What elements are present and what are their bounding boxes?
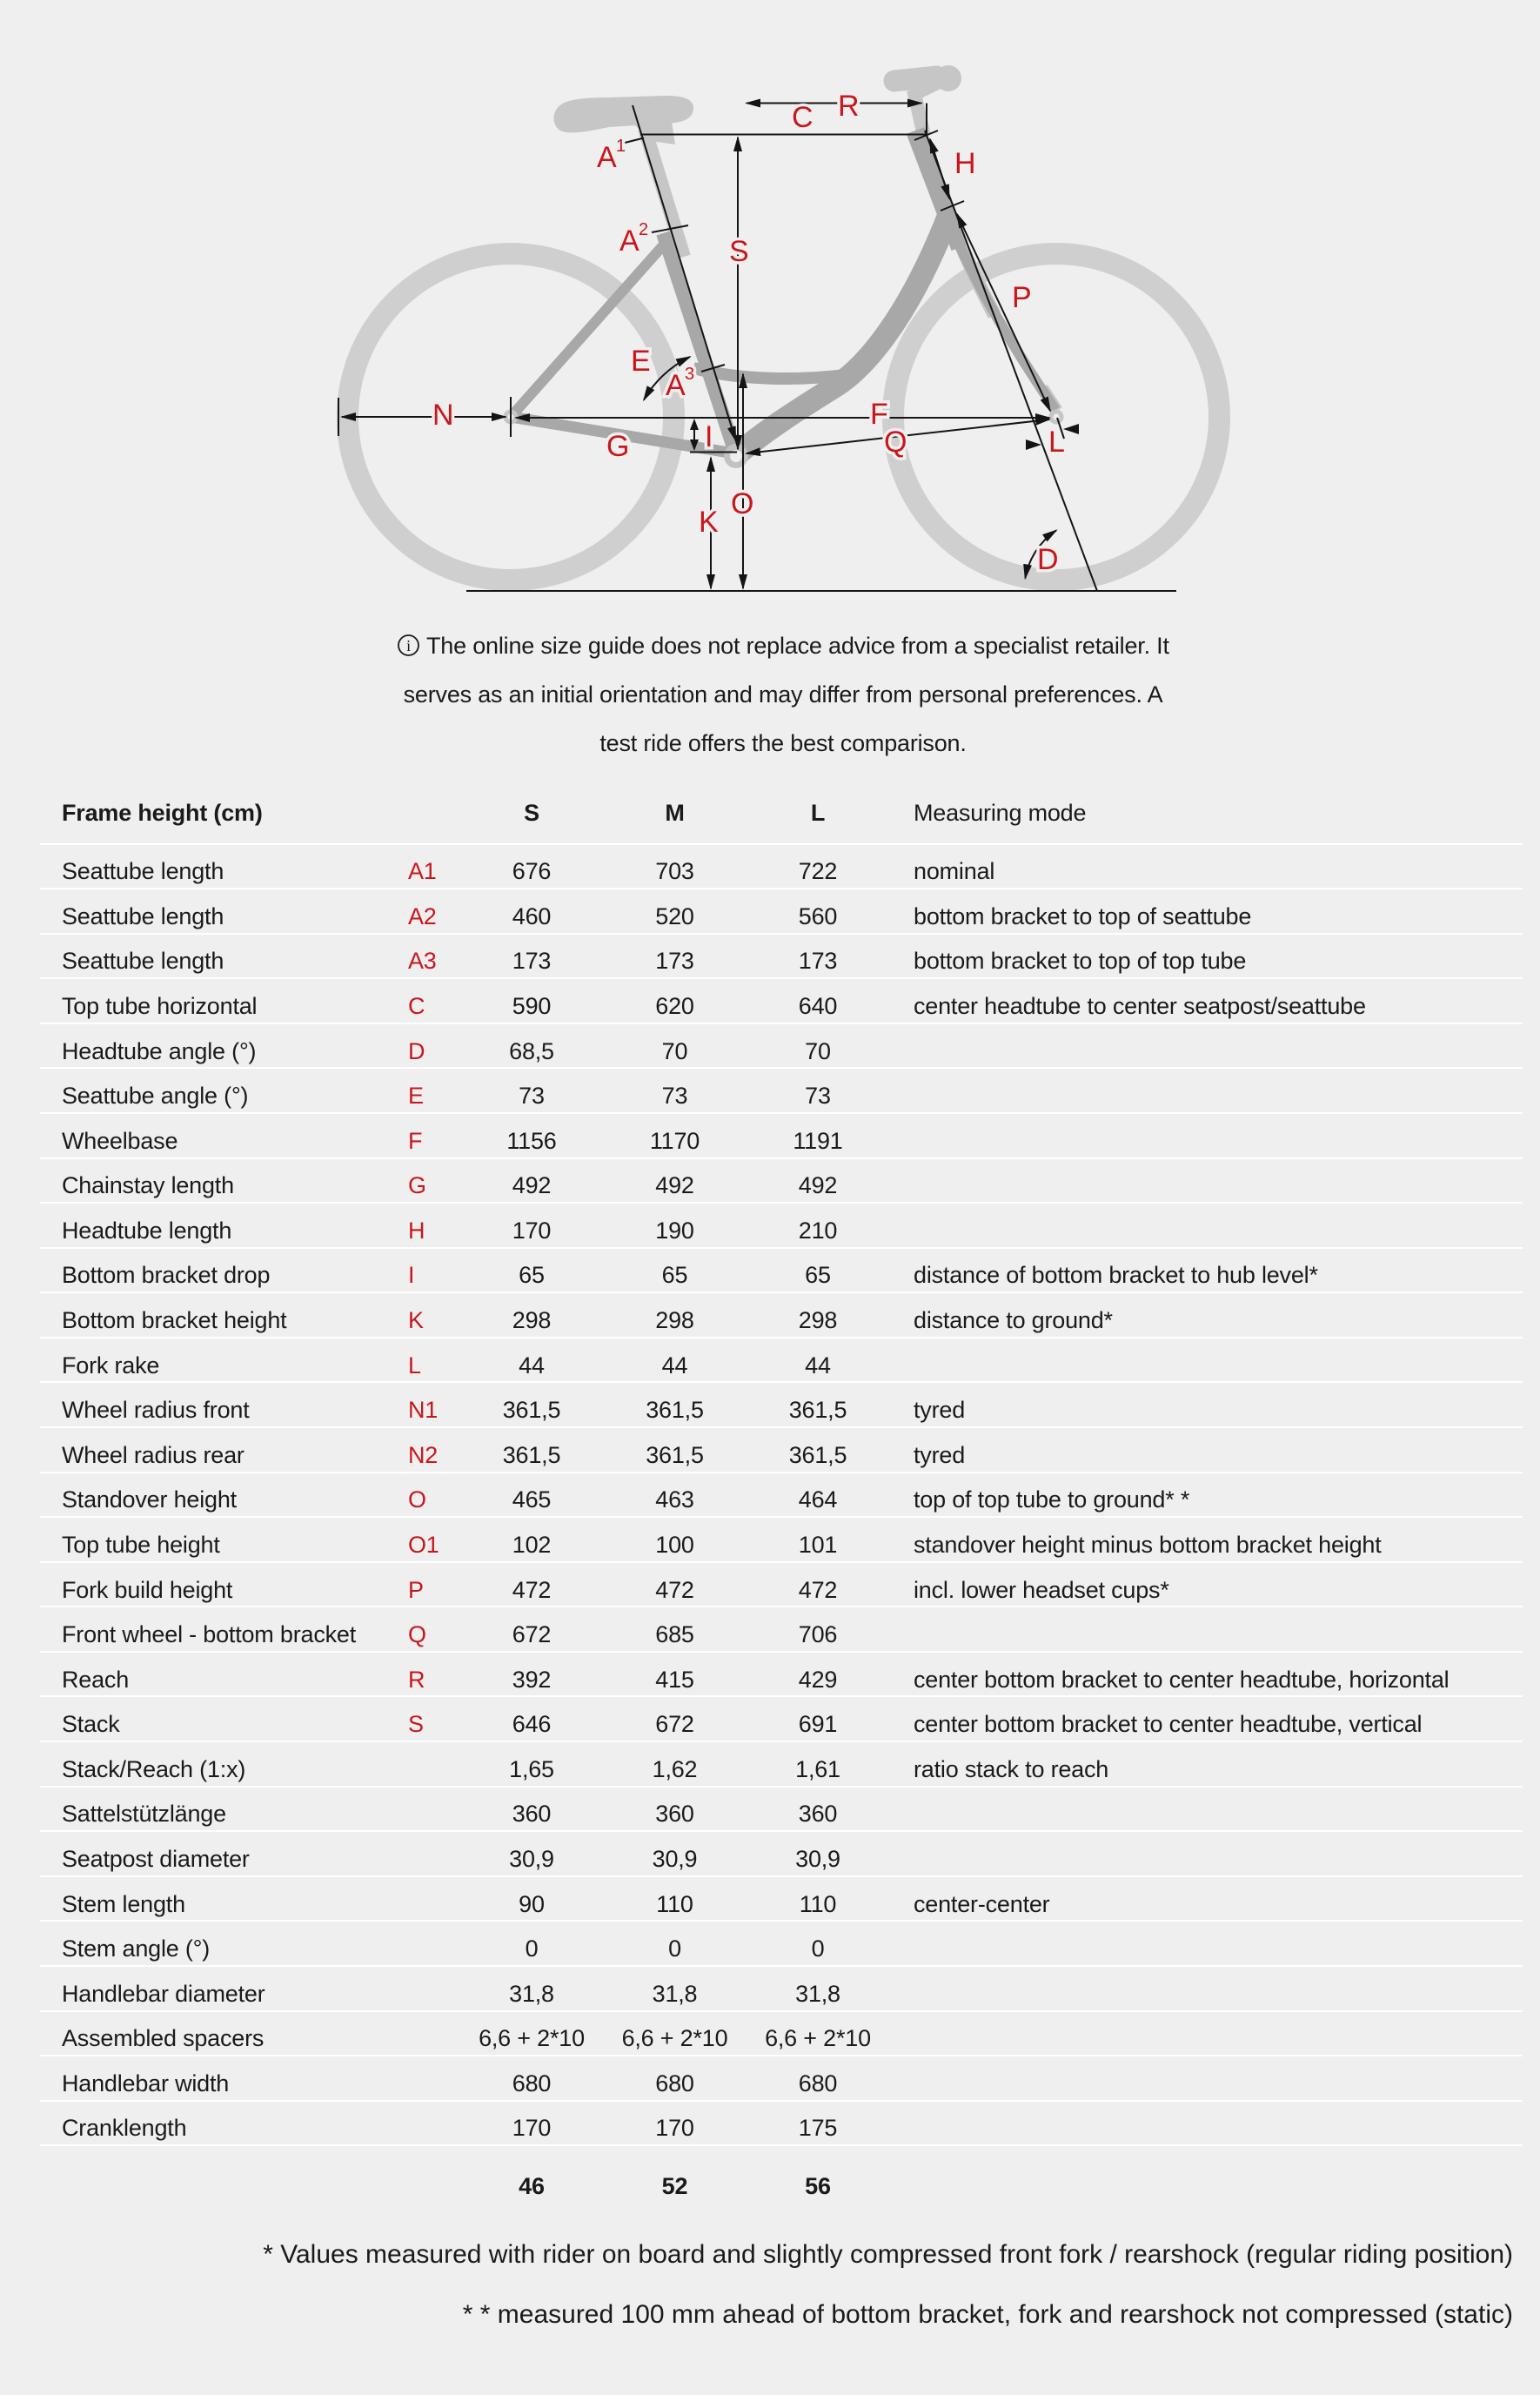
svg-text:3: 3	[685, 365, 694, 384]
svg-text:N: N	[432, 399, 454, 432]
svg-text:A: A	[619, 225, 639, 258]
svg-text:1: 1	[616, 137, 626, 156]
svg-text:I: I	[705, 420, 713, 453]
svg-text:E: E	[631, 345, 651, 378]
svg-text:2: 2	[639, 220, 648, 239]
svg-text:G: G	[606, 430, 629, 463]
svg-text:A: A	[666, 369, 686, 402]
svg-text:O: O	[731, 487, 753, 520]
svg-text:R: R	[838, 90, 860, 123]
svg-text:A: A	[597, 141, 617, 174]
svg-text:Q: Q	[884, 426, 907, 459]
svg-text:F: F	[870, 398, 888, 431]
svg-text:D: D	[1037, 543, 1059, 576]
svg-text:K: K	[699, 506, 719, 539]
svg-text:H: H	[954, 147, 976, 180]
svg-text:P: P	[1012, 281, 1032, 314]
svg-text:S: S	[729, 235, 749, 268]
svg-text:i: i	[406, 637, 411, 654]
svg-text:L: L	[1048, 426, 1065, 459]
svg-text:C: C	[792, 101, 814, 134]
